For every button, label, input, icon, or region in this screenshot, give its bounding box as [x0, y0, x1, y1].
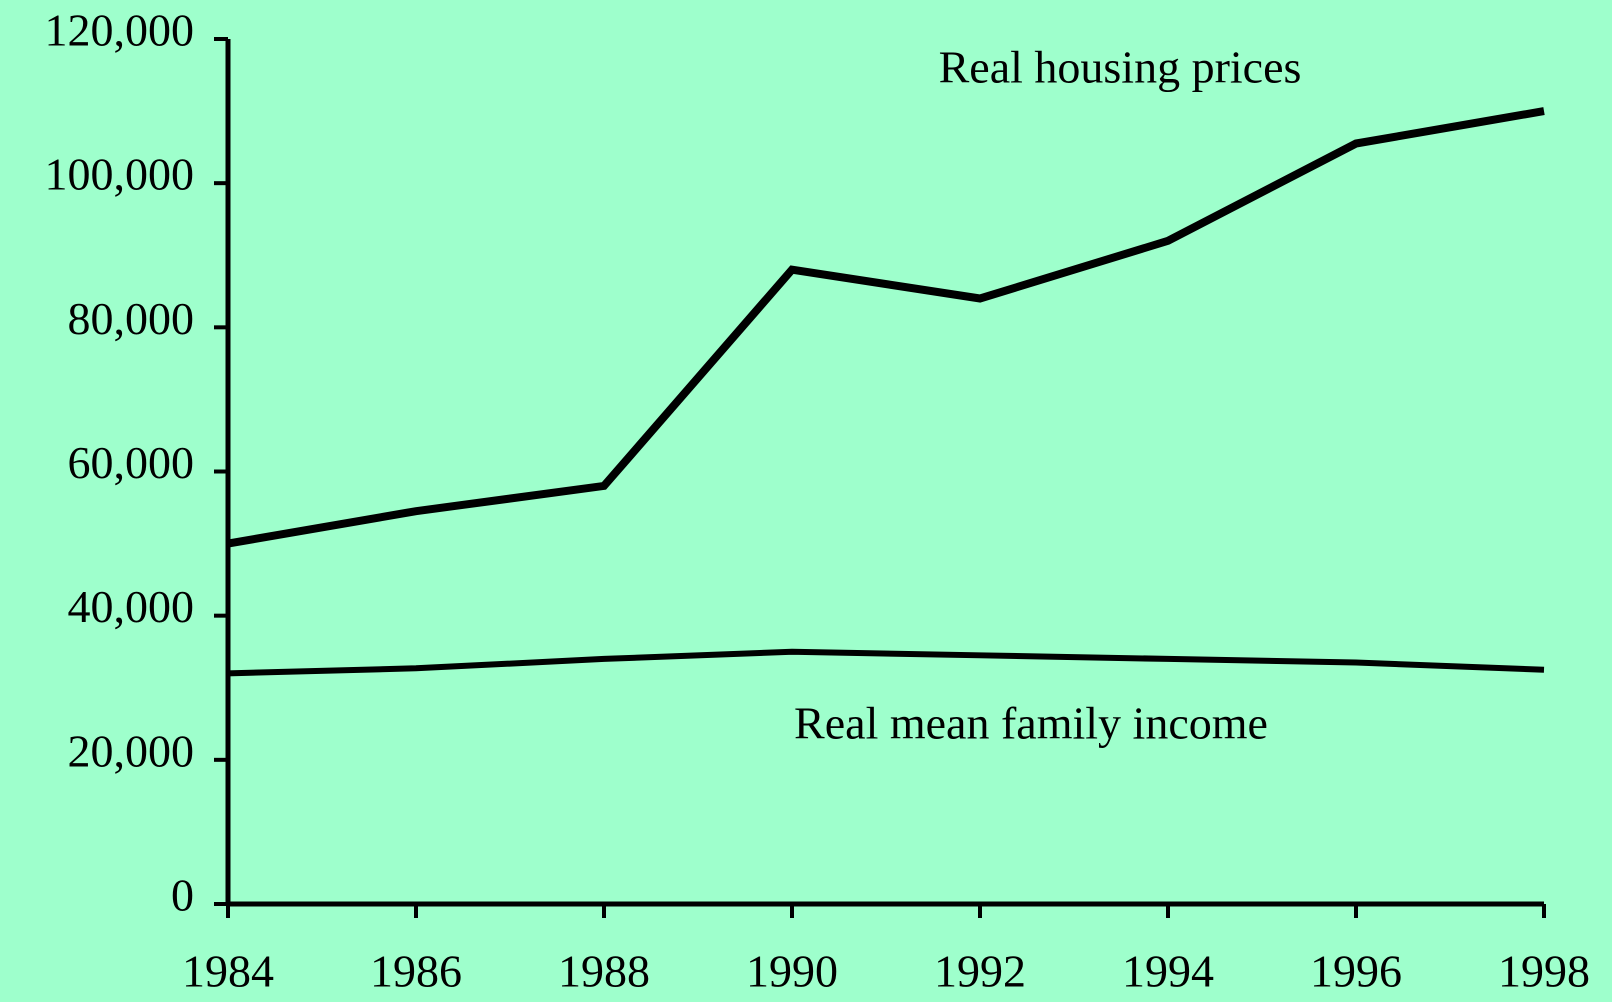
- x-tick-label: 1994: [1122, 946, 1214, 997]
- y-tick-label: 40,000: [68, 581, 195, 632]
- y-tick-label: 60,000: [68, 437, 195, 488]
- x-tick-label: 1998: [1498, 946, 1590, 997]
- y-tick-label: 20,000: [68, 725, 195, 776]
- x-tick-label: 1992: [934, 946, 1026, 997]
- x-tick-label: 1990: [746, 946, 838, 997]
- y-tick-label: 0: [171, 870, 194, 921]
- y-tick-label: 80,000: [68, 293, 195, 344]
- series-line: [227, 648, 1545, 677]
- y-tick-label: 100,000: [45, 149, 195, 200]
- x-tick-label: 1988: [558, 946, 650, 997]
- y-tick-label: 120,000: [45, 5, 195, 56]
- series-label: Real mean family income: [794, 698, 1268, 749]
- series-label: Real housing prices: [939, 42, 1302, 93]
- x-tick-label: 1984: [182, 946, 274, 997]
- series-line: [227, 107, 1545, 548]
- x-tick-label: 1986: [370, 946, 462, 997]
- x-tick-label: 1996: [1310, 946, 1402, 997]
